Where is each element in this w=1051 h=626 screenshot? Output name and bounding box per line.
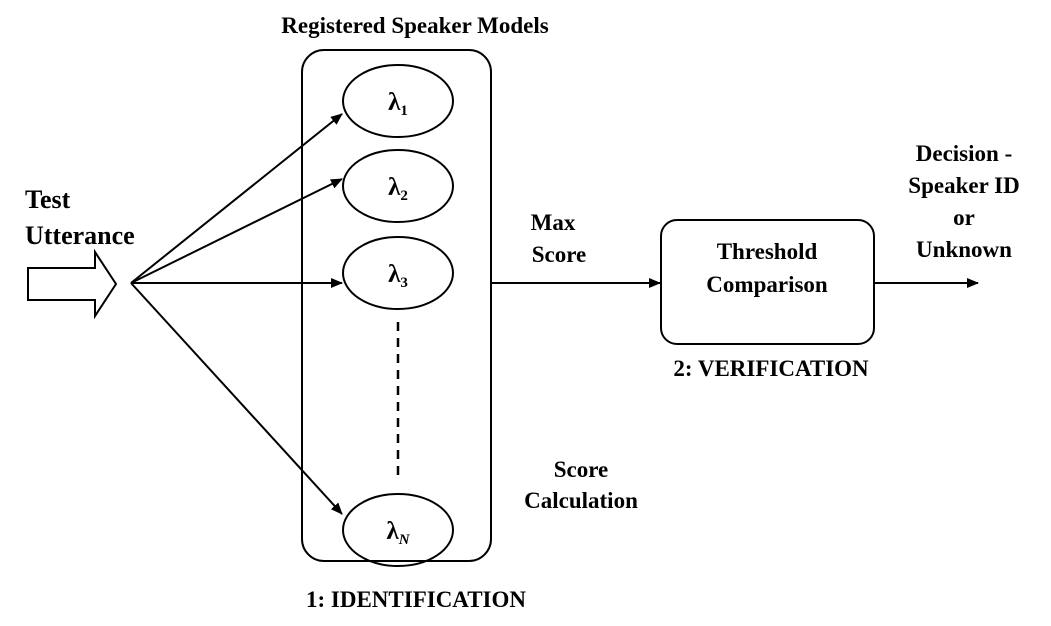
score-calculation-line2: Calculation [524,488,638,513]
arrow-to-model-1 [130,113,343,284]
decision-line4: Unknown [916,237,1012,262]
svg-text:λ3: λ3 [388,261,408,291]
svg-text:λ1: λ1 [388,89,408,119]
input-arrow-icon [27,248,118,320]
model-3-symbol: λ [388,261,401,288]
threshold-box-line2: Comparison [706,272,828,297]
stage1-label: 1: IDENTIFICATION [306,587,526,612]
model-1: λ1 [342,64,454,138]
threshold-box-line1: Threshold [717,239,818,264]
model-n-subscript: N [398,532,411,548]
decision-line2: Speaker ID [908,173,1019,198]
model-2-subscript: 2 [400,188,408,204]
model-2: λ2 [342,149,454,223]
svg-text:λ2: λ2 [388,174,408,204]
score-calculation-line1: Score [554,457,609,482]
model-3-subscript: 3 [400,275,408,291]
models-title: Registered Speaker Models [281,13,549,38]
model-n-symbol: λ [386,518,399,545]
decision-line3: or [953,205,975,230]
input-label-line1: Test [25,185,71,214]
model-n: λN [342,493,454,567]
model-2-symbol: λ [388,174,401,201]
arrow-to-model-n [130,282,343,515]
input-label-line2: Utterance [25,221,135,250]
model-1-symbol: λ [388,89,401,116]
arrow-to-model-2 [130,178,343,284]
decision-line1: Decision - [916,141,1012,166]
svg-text:λN: λN [386,518,410,548]
model-1-subscript: 1 [400,103,408,119]
max-score-line1: Max [531,210,576,235]
stage2-label: 2: VERIFICATION [673,356,869,381]
models-container [301,49,492,562]
model-3: λ3 [342,236,454,310]
max-score-line2: Score [532,242,587,267]
